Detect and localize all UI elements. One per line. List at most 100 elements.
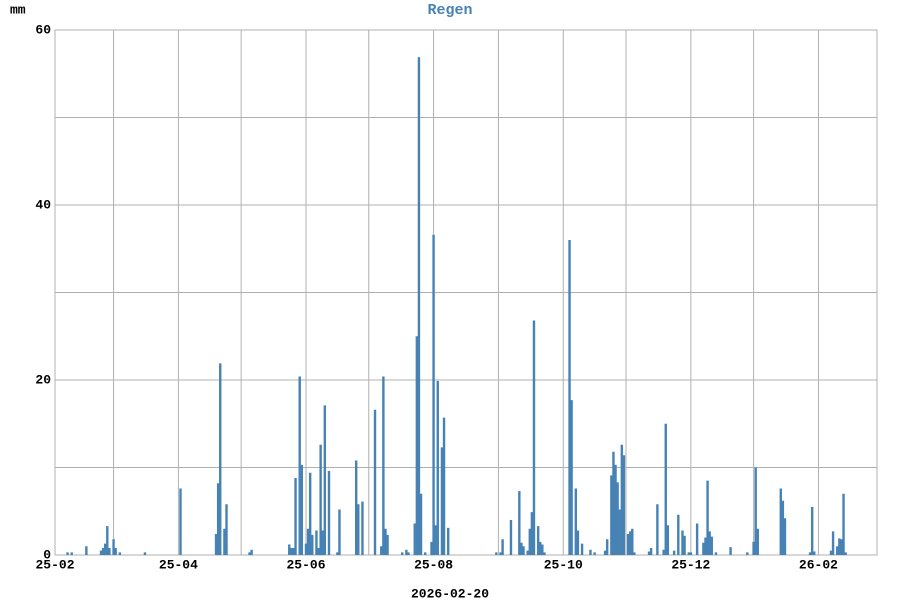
bar [840, 539, 843, 555]
bar [179, 488, 182, 555]
bar [288, 544, 291, 555]
bar [216, 483, 220, 555]
bar [361, 501, 364, 555]
bar [662, 549, 665, 555]
bar [714, 552, 718, 555]
bar [580, 543, 584, 555]
bar [754, 467, 757, 555]
y-axis-label: mm [10, 2, 26, 17]
bar [323, 405, 327, 555]
bar [756, 528, 759, 555]
bar [106, 526, 109, 555]
bar [526, 550, 529, 555]
bar [836, 546, 839, 555]
bar [633, 552, 636, 555]
bar [574, 488, 578, 555]
bar [321, 530, 324, 555]
bar [831, 531, 835, 555]
bar [681, 530, 684, 555]
bar [101, 548, 105, 555]
bar [407, 552, 410, 555]
y-tick-label: 40 [35, 197, 51, 212]
bar [223, 528, 226, 555]
bar [522, 546, 525, 555]
bar [618, 509, 621, 555]
bar [103, 543, 107, 555]
bar [405, 549, 408, 555]
bar [499, 552, 502, 555]
bar [114, 548, 117, 555]
bar [683, 535, 686, 555]
bar [225, 504, 228, 555]
bar [373, 409, 377, 555]
bar [708, 531, 711, 555]
bar [612, 451, 615, 555]
bar [214, 534, 218, 555]
bar [509, 520, 513, 555]
bar [813, 551, 816, 555]
bar [520, 542, 523, 555]
bar [729, 547, 732, 555]
bar [447, 527, 450, 555]
bar [380, 546, 383, 555]
bar [436, 380, 439, 555]
bar [781, 500, 785, 555]
bar [808, 552, 812, 555]
bar [666, 525, 670, 555]
bar [434, 525, 437, 555]
bar [317, 548, 320, 555]
bar [311, 534, 314, 555]
bar [108, 548, 111, 555]
bar [576, 530, 580, 555]
bar [536, 526, 540, 555]
bar [647, 551, 651, 555]
bar [752, 541, 755, 555]
bar [66, 552, 69, 555]
bar [442, 417, 446, 555]
bar [419, 493, 423, 555]
x-tick-label: 25-06 [286, 557, 325, 572]
bar [656, 504, 659, 555]
bar [616, 482, 619, 555]
bar [539, 541, 542, 555]
bar [432, 234, 435, 555]
bar [308, 472, 312, 555]
bar [118, 552, 122, 555]
bar [603, 550, 607, 555]
y-tick-label: 20 [35, 372, 51, 387]
bar [810, 506, 814, 555]
bar [605, 539, 609, 555]
y-tick-label: 0 [43, 547, 51, 562]
bar [702, 542, 705, 555]
bar [628, 531, 632, 555]
bar [649, 548, 653, 555]
bar [250, 549, 253, 555]
bar [695, 523, 699, 555]
y-tick-label: 60 [35, 22, 51, 37]
bar [294, 478, 297, 555]
bar [417, 57, 421, 555]
bar [248, 552, 251, 555]
bar [319, 444, 322, 555]
bar [413, 523, 416, 555]
bar [568, 240, 571, 555]
bar [336, 552, 339, 555]
bar [143, 552, 147, 555]
bar [518, 491, 521, 555]
bar [844, 552, 847, 555]
bar [300, 464, 304, 555]
x-axis-label: 2026-02-20 [411, 586, 489, 600]
bar [610, 475, 613, 555]
bar [541, 544, 544, 555]
bar [631, 528, 634, 555]
bar [672, 550, 676, 555]
x-tick-label: 25-02 [35, 557, 74, 572]
bar [593, 552, 596, 555]
bar [219, 363, 222, 555]
bar [292, 548, 295, 555]
bar [664, 423, 667, 555]
bar [440, 447, 444, 555]
bar [382, 376, 385, 555]
bar [401, 552, 404, 555]
